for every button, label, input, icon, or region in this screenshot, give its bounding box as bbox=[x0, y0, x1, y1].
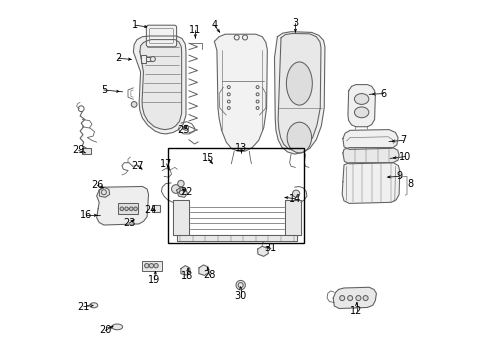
Text: 19: 19 bbox=[148, 275, 160, 285]
Text: 12: 12 bbox=[350, 306, 363, 316]
Ellipse shape bbox=[286, 62, 312, 105]
Text: 23: 23 bbox=[123, 218, 135, 228]
Circle shape bbox=[145, 264, 149, 268]
Polygon shape bbox=[176, 235, 297, 241]
Circle shape bbox=[150, 57, 155, 62]
Text: 27: 27 bbox=[131, 161, 143, 171]
Circle shape bbox=[227, 86, 230, 89]
Ellipse shape bbox=[287, 122, 312, 153]
Text: 5: 5 bbox=[101, 85, 107, 95]
Circle shape bbox=[227, 107, 230, 109]
Text: 26: 26 bbox=[91, 180, 103, 190]
Circle shape bbox=[227, 100, 230, 103]
Circle shape bbox=[227, 93, 230, 96]
Text: 10: 10 bbox=[399, 152, 411, 162]
Text: 21: 21 bbox=[77, 302, 90, 312]
Text: 9: 9 bbox=[397, 171, 403, 181]
FancyBboxPatch shape bbox=[147, 25, 176, 47]
Bar bbox=[118, 203, 138, 214]
Circle shape bbox=[183, 125, 189, 130]
Text: 28: 28 bbox=[203, 270, 216, 280]
Circle shape bbox=[154, 264, 158, 268]
Polygon shape bbox=[285, 200, 301, 235]
Circle shape bbox=[131, 102, 137, 107]
Circle shape bbox=[363, 296, 368, 301]
Text: 18: 18 bbox=[181, 271, 194, 281]
Circle shape bbox=[129, 207, 133, 211]
Polygon shape bbox=[173, 200, 189, 235]
Text: 14: 14 bbox=[289, 194, 301, 204]
Text: 13: 13 bbox=[235, 143, 247, 153]
Text: 11: 11 bbox=[189, 24, 201, 35]
Text: 24: 24 bbox=[145, 204, 157, 215]
Text: 17: 17 bbox=[160, 159, 172, 169]
Circle shape bbox=[256, 86, 259, 89]
Bar bbox=[82, 148, 91, 154]
Polygon shape bbox=[181, 266, 190, 275]
Text: 1: 1 bbox=[132, 20, 138, 30]
Circle shape bbox=[134, 207, 137, 211]
Circle shape bbox=[149, 264, 153, 268]
Text: 15: 15 bbox=[202, 153, 215, 163]
Circle shape bbox=[236, 280, 245, 290]
Ellipse shape bbox=[90, 303, 98, 308]
Text: 7: 7 bbox=[400, 135, 407, 145]
Circle shape bbox=[172, 185, 180, 193]
Text: 31: 31 bbox=[265, 243, 277, 253]
Polygon shape bbox=[274, 32, 325, 154]
Circle shape bbox=[256, 107, 259, 109]
Text: 6: 6 bbox=[381, 89, 387, 99]
Polygon shape bbox=[333, 287, 376, 309]
Ellipse shape bbox=[354, 107, 369, 118]
Circle shape bbox=[347, 296, 353, 301]
Polygon shape bbox=[343, 148, 399, 164]
Polygon shape bbox=[278, 33, 321, 150]
Text: 30: 30 bbox=[235, 291, 247, 301]
Ellipse shape bbox=[354, 94, 369, 104]
Bar bbox=[152, 205, 160, 212]
Ellipse shape bbox=[112, 324, 122, 330]
Text: 4: 4 bbox=[211, 20, 218, 30]
Circle shape bbox=[178, 180, 184, 187]
Polygon shape bbox=[258, 246, 269, 256]
Polygon shape bbox=[343, 130, 398, 149]
Circle shape bbox=[256, 93, 259, 96]
Polygon shape bbox=[99, 187, 110, 197]
Text: 16: 16 bbox=[80, 210, 92, 220]
Bar bbox=[143, 261, 162, 271]
Bar bbox=[141, 55, 146, 63]
Text: 2: 2 bbox=[115, 53, 122, 63]
Polygon shape bbox=[97, 186, 148, 225]
Bar bbox=[168, 148, 304, 243]
Circle shape bbox=[356, 296, 361, 301]
Polygon shape bbox=[215, 34, 268, 151]
Text: 20: 20 bbox=[99, 325, 112, 336]
Polygon shape bbox=[133, 36, 186, 134]
Text: 3: 3 bbox=[293, 18, 298, 28]
Polygon shape bbox=[342, 163, 400, 203]
Circle shape bbox=[293, 190, 300, 197]
Circle shape bbox=[340, 296, 345, 301]
Circle shape bbox=[256, 100, 259, 103]
Text: 8: 8 bbox=[408, 179, 414, 189]
Circle shape bbox=[125, 207, 128, 211]
Polygon shape bbox=[199, 265, 209, 275]
Circle shape bbox=[120, 207, 123, 211]
Text: 25: 25 bbox=[177, 125, 189, 135]
Polygon shape bbox=[348, 85, 375, 127]
Bar bbox=[146, 57, 151, 61]
Polygon shape bbox=[140, 40, 182, 130]
Text: 29: 29 bbox=[73, 145, 85, 156]
Text: 22: 22 bbox=[180, 186, 193, 197]
Polygon shape bbox=[176, 187, 187, 197]
